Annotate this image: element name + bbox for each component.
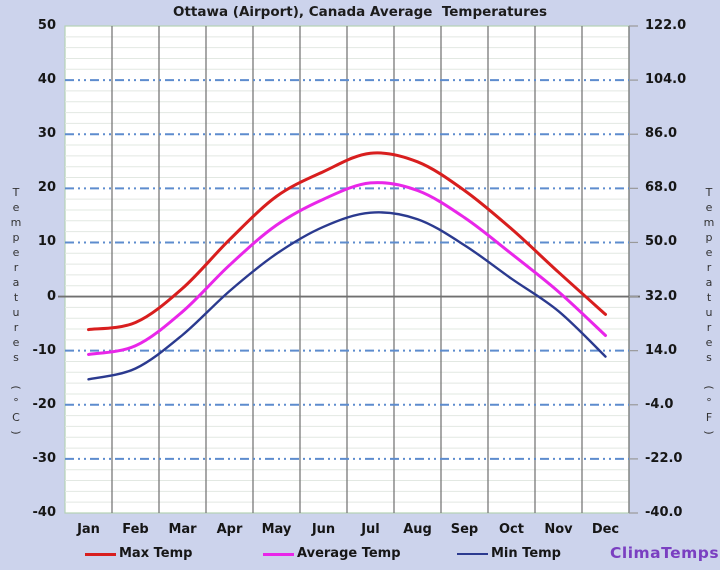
right-tick-label: -22.0 [645,450,683,466]
month-label-aug: Aug [403,522,432,537]
month-label-oct: Oct [499,522,524,537]
average-temp-line-swatch [263,552,294,556]
right-tick-label: 68.0 [645,180,678,196]
left-tick-label: -40 [32,505,57,520]
month-label-nov: Nov [544,522,573,537]
max-temp-line-swatch [85,552,116,556]
right-tick-label: -4.0 [645,396,674,412]
right-tick-label: 122.0 [645,18,687,33]
left-tick-label: 50 [37,18,56,33]
month-label-jan: Jan [77,522,100,537]
left-tick-label: 40 [37,72,56,88]
right-tick-label: 50.0 [645,234,678,250]
month-label-mar: Mar [168,522,197,537]
legend-label-max-temp: Max Temp [119,546,193,561]
chart-title: Ottawa (Airport), Canada Average Tempera… [173,4,547,20]
left-tick-label: -30 [32,450,57,466]
right-tick-label: 14.0 [645,342,678,358]
month-label-sep: Sep [450,522,479,537]
climatemps-link[interactable]: ClimaTemps [610,544,720,562]
left-tick-label: -10 [32,342,57,358]
average-temp-line [87,181,607,356]
min-temp-line-swatch [457,552,488,556]
legend-item-average-temp: Average Temp [263,546,401,562]
legend-label-average-temp: Average Temp [297,546,401,561]
month-label-jul: Jul [361,522,380,537]
month-label-jun: Jun [311,522,336,537]
min-temp-line [87,211,607,381]
right-tick-label: 104.0 [645,72,687,88]
right-tick-label: -40.0 [645,505,683,520]
right-tick-label: 32.0 [645,288,678,304]
max-temp-line [87,151,607,332]
legend-item-max-temp: Max Temp [85,546,192,562]
month-label-may: May [261,522,292,537]
month-label-dec: Dec [591,522,620,537]
legend-item-min-temp: Min Temp [457,546,561,562]
left-tick-label: 20 [37,180,56,196]
legend-label-min-temp: Min Temp [491,546,561,561]
right-tick-label: 86.0 [645,126,678,142]
left-tick-label: 0 [46,288,56,304]
month-label-apr: Apr [216,522,243,537]
left-tick-label: 10 [37,234,56,250]
month-label-feb: Feb [122,522,149,537]
left-tick-label: 30 [37,126,56,142]
left-tick-label: -20 [32,396,57,412]
